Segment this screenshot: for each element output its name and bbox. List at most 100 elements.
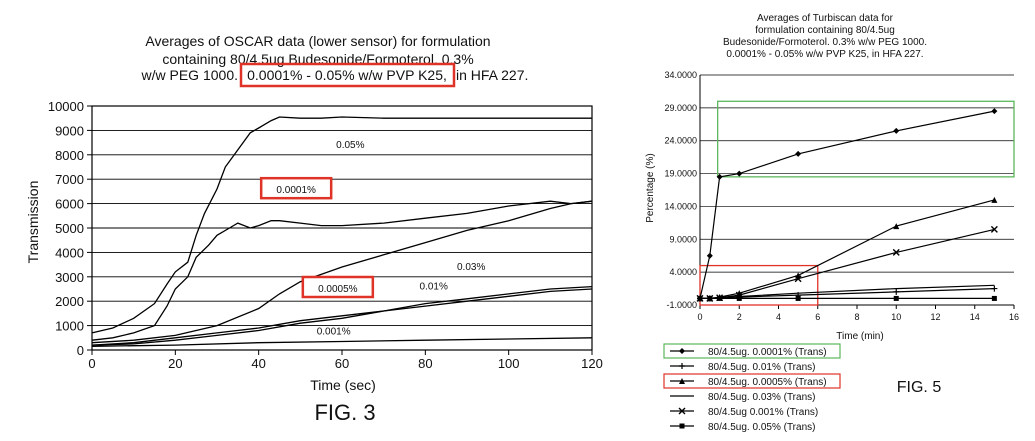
fig5-y-tick-label: -1.0000	[666, 300, 697, 310]
fig3-annotation-0-0001: 0.0001%	[276, 185, 316, 196]
fig3-y-tick-label: 1000	[55, 319, 84, 334]
fig5-series-line-80-4-5ug-0-0001-trans	[699, 110, 995, 299]
fig5-point-80-4-5ug-0-05-trans	[697, 295, 703, 301]
fig5-highlight-rect	[717, 100, 1015, 178]
fig3-y-tick-label: 2000	[55, 294, 84, 309]
fig5-legend-highlight-box	[663, 373, 841, 389]
fig5-legend-entry: 80/4.5ug. 0.0005% (Trans)	[708, 377, 827, 388]
fig5-point-80-4-5ug-0-0001-trans	[706, 252, 713, 259]
fig5-legend-marker	[678, 407, 686, 415]
fig5-y-axis-label: Percentage (%)	[645, 153, 656, 222]
fig5-legend-entry: 80/4.5ug. 0.0001% (Trans)	[708, 347, 827, 358]
fig5-legend-highlight-box	[663, 343, 841, 359]
fig5-series-line-80-4-5ug-0-001-trans	[700, 228, 995, 299]
fig5-point-80-4-5ug-0-0005-trans	[893, 223, 900, 230]
fig3-series-line-0-01	[91, 285, 593, 346]
fig3-title-line1: Averages of OSCAR data (lower sensor) fo…	[145, 33, 490, 49]
fig3-y-tick-label: 4000	[55, 245, 84, 260]
fig5-x-tick-label: 16	[1009, 312, 1019, 322]
fig3-annotation-box	[259, 176, 333, 200]
fig5-title: Averages of Turbiscan data for formulati…	[723, 13, 927, 60]
fig5-legend-marker	[679, 348, 685, 354]
fig3-x-tick-label: 40	[251, 356, 265, 371]
fig5-title-line1: Averages of Turbiscan data for	[757, 13, 894, 24]
fig5-point-80-4-5ug-0-0001-trans	[991, 108, 998, 115]
fig5-point-80-4-5ug-0-05-trans	[736, 295, 742, 301]
fig3-series-line-0-0005	[91, 288, 593, 346]
fig5-title-line3: Budesonide/Formoterol. 0.3% w/w PEG 1000…	[723, 37, 927, 48]
fig5-x-tick-label: 0	[697, 312, 702, 322]
fig5-legend-marker	[679, 363, 685, 369]
fig3-y-tick-label: 9000	[55, 123, 84, 138]
fig5-legend-entry: 80/4.5ug. 0.03% (Trans)	[708, 392, 815, 403]
fig5-x-tick-label: 4	[776, 312, 781, 322]
fig5-legend-marker	[679, 378, 685, 384]
fig5-point-80-4-5ug-0-0001-trans	[716, 173, 723, 180]
fig5-point-80-4-5ug-0-001-trans	[794, 275, 802, 283]
fig3-x-tick-label: 20	[168, 356, 182, 371]
fig3-label: FIG. 3	[314, 400, 375, 425]
fig3-series-line-0-001	[91, 337, 593, 347]
fig3-x-tick-label: 80	[418, 356, 432, 371]
fig5-x-axis-label: Time (min)	[836, 331, 883, 342]
fig3-y-tick-label: 3000	[55, 270, 84, 285]
fig3-y-tick-label: 6000	[55, 197, 84, 212]
fig3-annotation-0-05: 0.05%	[336, 140, 364, 151]
fig3-annotation-0-01: 0.01%	[419, 282, 447, 293]
fig5-y-tick-label: 34.0000	[664, 70, 697, 80]
fig5-series-line-80-4-5ug-0-0005-trans	[700, 199, 995, 299]
fig3-x-axis-label: Time (sec)	[310, 377, 376, 393]
fig5-chart: -1.0000 4.0000 9.0000 14.0000 19.0000 24.0000…	[664, 70, 1019, 322]
fig5-title-line4: 0.0001% - 0.05% w/w PVP K25, in HFA 227.	[726, 49, 923, 60]
fig5-y-tick-label: 4.0000	[669, 267, 697, 277]
fig3-x-tick-label: 120	[581, 356, 603, 371]
fig5-point-80-4-5ug-0-001-trans	[990, 225, 998, 233]
fig5-legend: 80/4.5ug. 0.0001% (Trans) 80/4.5ug. 0.01%…	[663, 343, 841, 433]
fig5-x-tick-label: 14	[970, 312, 980, 322]
fig5-point-80-4-5ug-0-05-trans	[991, 295, 997, 301]
fig3-series-line-0-03	[91, 200, 593, 344]
fig5-y-tick-label: 9.0000	[669, 234, 697, 244]
fig3-chart: 0100020003000400050006000700080009000100…	[48, 99, 603, 371]
fig3-y-tick-label: 8000	[55, 148, 84, 163]
fig3-y-tick-label: 10000	[48, 99, 84, 114]
fig5-legend-marker	[679, 423, 685, 429]
fig5-x-tick-label: 6	[815, 312, 820, 322]
fig5-y-tick-label: 14.0000	[664, 201, 697, 211]
fig3-y-axis-label: Transmission	[25, 181, 41, 264]
fig5-x-tick-label: 8	[854, 312, 859, 322]
fig3-title-line3-suffix: in HFA 227.	[456, 67, 528, 83]
fig3-annotation-0-03: 0.03%	[457, 262, 485, 273]
fig3-title-line3-highlight: 0.0001% - 0.05% w/w PVP K25,	[247, 67, 447, 83]
fig5-point-80-4-5ug-0-05-trans	[795, 295, 801, 301]
fig5-point-80-4-5ug-0-05-trans	[717, 295, 723, 301]
fig3-series-line-0-0001	[91, 200, 593, 341]
fig5-point-80-4-5ug-0-05-trans	[707, 295, 713, 301]
fig3-title: Averages of OSCAR data (lower sensor) fo…	[141, 33, 528, 88]
fig5-point-80-4-5ug-0-0001-trans	[795, 150, 802, 157]
fig3-annotation-box	[301, 275, 375, 299]
fig3-x-tick-label: 100	[498, 356, 520, 371]
fig3-annotation-0-001: 0.001%	[317, 327, 351, 338]
fig5-point-80-4-5ug-0-01-trans	[991, 285, 998, 292]
fig5-title-line2: formulation containing 80/4.5ug	[755, 25, 895, 36]
fig5-point-80-4-5ug-0-05-trans	[893, 295, 899, 301]
fig3-y-tick-label: 7000	[55, 172, 84, 187]
fig5-legend-entry: 80/4.5ug 0.001% (Trans)	[708, 407, 818, 418]
fig5-x-tick-label: 12	[930, 312, 940, 322]
fig5-point-80-4-5ug-0-001-trans	[892, 248, 900, 256]
fig5-y-tick-label: 29.0000	[664, 103, 697, 113]
fig5-label: FIG. 5	[897, 379, 942, 396]
fig5-x-tick-label: 2	[737, 312, 742, 322]
fig3-title-line3-prefix: w/w PEG 1000.	[141, 67, 239, 83]
fig3-series-line-0-05	[91, 116, 592, 334]
fig5-legend-entry: 80/4.5ug. 0.01% (Trans)	[708, 362, 815, 373]
fig5-y-tick-label: 19.0000	[664, 169, 697, 179]
fig3-annotation-0-0005: 0.0005%	[318, 284, 358, 295]
fig3-y-tick-label: 0	[77, 343, 84, 358]
fig3-x-tick-label: 0	[88, 356, 95, 371]
fig5-point-80-4-5ug-0-01-trans	[893, 288, 900, 295]
fig5-y-tick-label: 24.0000	[664, 136, 697, 146]
fig5-point-80-4-5ug-0-0005-trans	[991, 196, 998, 203]
